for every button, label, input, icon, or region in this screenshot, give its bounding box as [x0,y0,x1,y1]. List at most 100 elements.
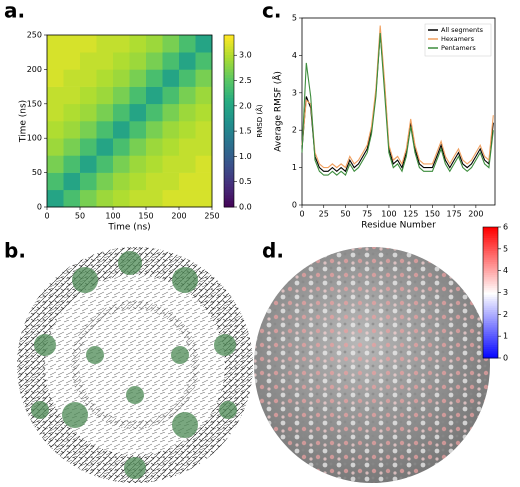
colorbar-step [483,272,498,276]
colorbar-step [224,178,234,182]
x-tick-label: 0 [299,210,304,219]
heatmap-cell [96,138,114,156]
heatmap-cell [195,69,213,87]
colorbar-step [483,299,498,302]
y-tick-label: 150 [27,99,42,108]
colorbar-step [224,86,234,90]
colorbar-step [224,158,234,162]
colorbar-step [483,344,498,348]
colorbar-step [483,336,498,339]
colorbar-step [224,181,234,185]
x-tick-label: 100 [105,212,120,221]
colorbar-step [224,46,234,50]
x-tick-label: 150 [138,212,153,221]
colorbar-step [483,331,498,335]
capsid-surface-image [254,247,490,483]
x-axis-label: Residue Number [361,221,436,231]
colorbar-step [483,259,498,263]
heatmap-cell [80,69,97,87]
y-tick-label: 5 [292,14,297,23]
colorbar-step [483,227,498,230]
heatmap-cell [96,35,114,53]
colorbar-step [483,248,498,252]
y-tick-label: 1 [292,163,297,172]
heatmap-cell [113,86,130,105]
heatmap-cell [195,35,213,53]
colorbar-tick-label: 3 [503,288,508,297]
colorbar-tick-label: 5 [503,244,508,253]
heatmap-cell [63,35,81,53]
colorbar-step [224,138,234,142]
heatmap-cell [129,172,147,191]
heatmap-cell [96,69,114,87]
heatmap-cell [179,121,196,139]
heatmap-cell [162,189,180,208]
colorbar-step [224,189,234,194]
heatmap-cell [162,35,180,53]
colorbar-step [224,60,234,65]
heatmap-cell [195,155,213,173]
colorbar-step [483,292,498,296]
colorbar-step [483,244,498,248]
colorbar-step [224,83,234,88]
y-axis-label: Average RMSF (Å) [272,71,284,152]
colorbar-step [224,75,234,79]
colorbar-tick-label: 0 [503,354,508,363]
colorbar-step [483,323,498,326]
heatmap-cell [195,172,213,191]
colorbar-step [224,166,234,171]
heatmap-cell [179,69,196,87]
colorbar-step [483,333,498,337]
colorbar-tick-label: 4 [503,266,508,275]
x-tick-label: 150 [425,210,440,219]
colorbar-step [483,231,498,235]
heatmap-cell [63,155,81,173]
x-tick-label: 175 [446,210,461,219]
x-tick-label: 50 [75,212,85,221]
y-tick-label: 200 [27,65,42,74]
colorbar-tick-label: 0.0 [239,203,252,212]
heatmap-cell [47,189,64,208]
heatmap-cell [146,138,163,156]
colorbar-step [224,204,234,208]
line-series [301,32,494,177]
y-tick-label: 3 [292,88,297,97]
colorbar-step [224,172,234,176]
colorbar-step [224,95,234,99]
panel-label: c. [262,0,281,23]
colorbar-step [483,257,498,261]
heatmap-cell [146,69,163,87]
colorbar-step [483,327,498,331]
colorbar-step [483,237,498,241]
colorbar-step [224,129,234,133]
heatmap-cell [179,138,196,156]
colorbar-step [224,201,234,205]
colorbar-step [483,349,498,352]
colorbar-step [224,135,234,139]
heatmap-cell [179,155,196,173]
colorbar-step [224,126,234,131]
heatmap-cell [80,52,97,70]
colorbar-step [224,192,234,197]
heatmap-cell [113,121,130,139]
heatmap-cell [146,121,163,139]
heatmap-cell [129,138,147,156]
colorbar-step [483,320,498,324]
x-tick-label: 0 [44,212,49,221]
colorbar-step [483,270,498,274]
x-tick-label: 200 [171,212,186,221]
colorbar-step [483,318,498,322]
heatmap-cell [162,155,180,173]
line-series [301,32,494,173]
heatmap-cell [47,103,64,122]
colorbar-step [483,301,498,304]
heatmap-cell [146,52,163,70]
colorbar-step [224,106,234,111]
colorbar-step [224,55,234,59]
colorbar-step [483,285,498,289]
heatmap-cell [113,69,130,87]
colorbar-step [224,152,234,156]
colorbar-step [224,175,234,179]
colorbar-step [224,118,234,122]
